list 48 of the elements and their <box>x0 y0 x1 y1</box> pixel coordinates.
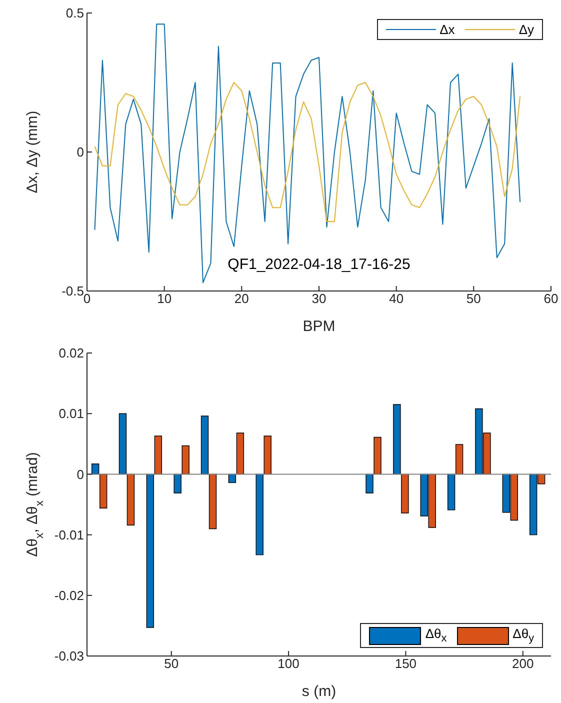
y-tick-label: -0.01 <box>54 527 84 542</box>
bar <box>126 474 135 526</box>
y-tick-label: 0 <box>76 144 84 160</box>
bar <box>174 474 182 494</box>
bar <box>374 436 382 475</box>
bar <box>455 444 464 475</box>
legend-label: Δθ$_{y}$ <box>512 626 534 645</box>
x-tick-label: 10 <box>157 291 172 306</box>
legend-label: Δy <box>518 22 534 37</box>
bar <box>154 436 162 475</box>
y-tick-label: 0 <box>76 466 84 482</box>
bar <box>447 474 456 510</box>
bar <box>146 474 154 628</box>
bar <box>208 474 217 530</box>
bar <box>200 416 209 475</box>
y-tick-label: 0.02 <box>58 346 84 361</box>
bar <box>264 436 272 475</box>
x-axis-title: s (m) <box>302 683 336 700</box>
x-tick-label: 100 <box>278 656 300 672</box>
x-tick-label: 40 <box>389 291 404 306</box>
x-tick-label: 200 <box>512 656 534 672</box>
y-tick-label: -0.5 <box>62 284 84 299</box>
bar <box>256 474 264 556</box>
bar <box>228 474 236 484</box>
bar <box>401 474 409 514</box>
legend-label: Δx <box>440 22 455 37</box>
bar <box>393 404 401 475</box>
x-tick-label: 20 <box>234 291 249 306</box>
annotation: QF1_2022-04-18_17-16-25 <box>228 256 410 273</box>
y-tick-label: 0.5 <box>66 6 84 21</box>
x-tick-label: 150 <box>394 656 417 672</box>
line-series <box>94 82 521 222</box>
legend-label: Δθ$_{x}$ <box>425 626 447 645</box>
y-tick-label: 0.01 <box>58 406 84 422</box>
bar <box>99 474 108 508</box>
x-tick-label: 60 <box>544 291 558 306</box>
y-axis-title: Δx, Δy (mm) <box>24 110 41 194</box>
x-tick-label: 30 <box>312 291 326 306</box>
bar <box>118 413 127 475</box>
bar <box>182 445 190 475</box>
x-axis-title: BPM <box>302 318 336 335</box>
x-tick-label: 50 <box>164 656 179 672</box>
x-tick-label: 50 <box>466 291 481 306</box>
y-tick-label: -0.03 <box>54 648 84 664</box>
bar <box>366 474 374 494</box>
bar <box>236 432 244 475</box>
y-tick-label: -0.02 <box>54 588 84 604</box>
line-series <box>94 24 521 284</box>
